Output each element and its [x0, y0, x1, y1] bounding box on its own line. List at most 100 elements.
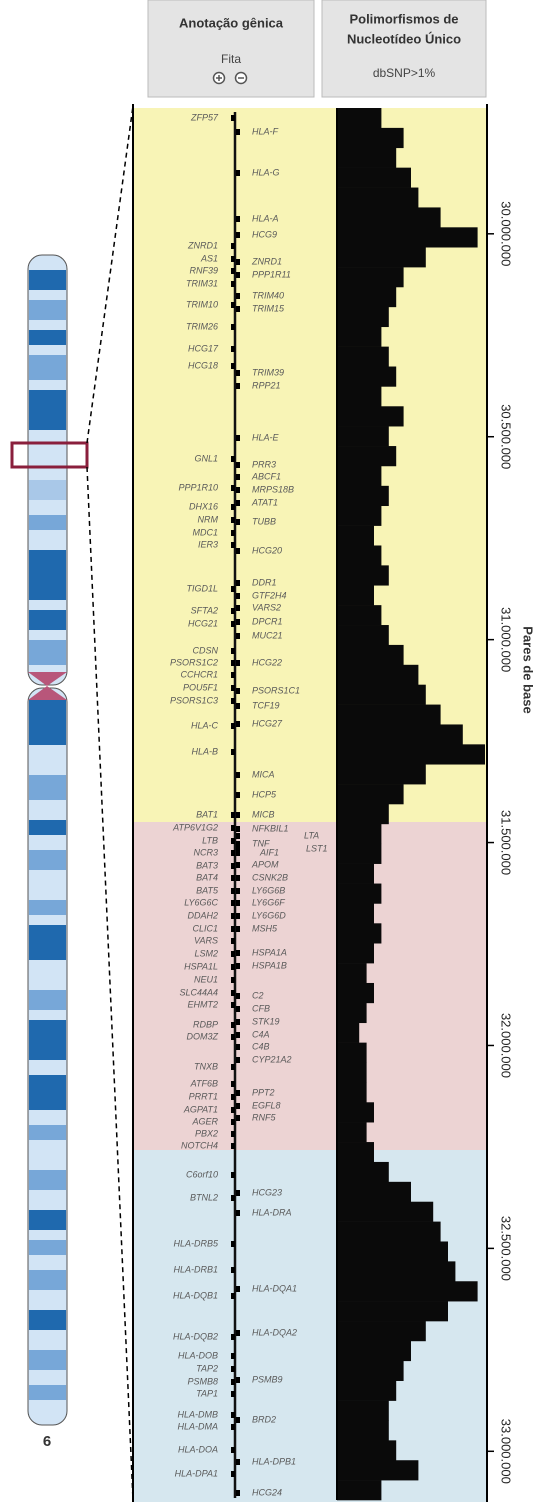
- region-class-iii: [134, 822, 487, 1150]
- snp-bar: [337, 1023, 359, 1043]
- gene-mark: [236, 129, 240, 135]
- gene-label: NCR3: [193, 847, 218, 857]
- gene-mark: [236, 721, 240, 727]
- chromosome-band: [29, 850, 66, 870]
- gene-label: SFTA2: [191, 605, 218, 615]
- gene-label: PPP1R11: [252, 269, 291, 279]
- snp-bar: [337, 1460, 418, 1480]
- gene-mark: [236, 370, 240, 376]
- gene-mark: [231, 1064, 235, 1070]
- chromosome-band: [29, 1385, 66, 1400]
- gene-label: EGFL8: [252, 1100, 281, 1110]
- gene-label: PBX2: [195, 1128, 218, 1138]
- snp-bar: [337, 705, 441, 725]
- snp-bar: [337, 545, 381, 565]
- gene-mark: [236, 812, 240, 818]
- snp-bar: [337, 804, 389, 824]
- gene-label: LSM2: [194, 948, 218, 958]
- gene-label: CLIC1: [192, 923, 218, 933]
- gene-mark: [231, 1022, 235, 1028]
- gene-label: HLA-DMA: [177, 1421, 218, 1431]
- y-tick-label: 33.000.000: [499, 1419, 514, 1484]
- figure: Anotação gênica Fita Polimorfismos de Nu…: [0, 0, 542, 1502]
- gene-mark: [236, 850, 240, 856]
- snp-bar: [337, 1361, 404, 1381]
- gene-label: LTA: [304, 830, 319, 840]
- gene-mark: [236, 1377, 240, 1383]
- snp-bar: [337, 426, 389, 446]
- gene-mark: [236, 1190, 240, 1196]
- snp-bar: [337, 108, 381, 128]
- gene-mark: [236, 926, 240, 932]
- gene-label: TRIM26: [186, 321, 218, 331]
- gene-label: LST1: [306, 843, 328, 853]
- snp-bar: [337, 645, 404, 665]
- gene-label: NOTCH4: [181, 1140, 218, 1150]
- gene-label: HLA-F: [252, 126, 279, 136]
- axis-title: Pares de base: [521, 626, 536, 713]
- gene-label: HCP5: [252, 789, 277, 799]
- snp-bar: [337, 744, 485, 764]
- gene-mark: [231, 1471, 235, 1477]
- header-subtitle: dbSNP>1%: [373, 66, 436, 80]
- snp-bar: [337, 1082, 367, 1102]
- chromosome-band: [29, 1310, 66, 1330]
- snp-bar: [337, 1222, 441, 1242]
- gene-mark: [236, 826, 240, 832]
- gene-mark: [236, 1490, 240, 1496]
- header-title: Nucleotídeo Único: [347, 31, 461, 46]
- gene-label: DDAH2: [187, 910, 218, 920]
- gene-mark: [236, 272, 240, 278]
- gene-label: PSMB8: [187, 1376, 218, 1386]
- snp-bar: [337, 685, 426, 705]
- gene-label: ZNRD1: [251, 256, 282, 266]
- gene-mark: [231, 1131, 235, 1137]
- gene-mark: [236, 688, 240, 694]
- gene-mark: [236, 862, 240, 868]
- gene-label: HCG22: [252, 657, 282, 667]
- gene-label: HLA-DQB2: [173, 1331, 218, 1341]
- gene-label: HLA-DMB: [177, 1409, 218, 1419]
- snp-bar: [337, 923, 381, 943]
- gene-mark: [236, 580, 240, 586]
- gene-mark: [231, 825, 235, 831]
- chromosome-band: [29, 515, 66, 530]
- gene-mark: [231, 685, 235, 691]
- gene-label: HCG20: [252, 545, 282, 555]
- gene-label: HLA-A: [252, 213, 279, 223]
- gene-mark: [231, 268, 235, 274]
- snp-bar: [337, 1401, 389, 1421]
- snp-bar: [337, 1063, 367, 1083]
- gene-mark: [231, 888, 235, 894]
- snp-bar: [337, 1102, 374, 1122]
- gene-label: HLA-B: [191, 746, 218, 756]
- y-tick-label: 31.000.000: [499, 607, 514, 672]
- gene-mark: [231, 485, 235, 491]
- gene-label: GNL1: [194, 453, 218, 463]
- snp-bar: [337, 526, 374, 546]
- gene-mark: [236, 1459, 240, 1465]
- snp-bar: [337, 267, 404, 287]
- gene-label: RNF39: [189, 265, 218, 275]
- gene-label: TAP2: [196, 1363, 218, 1373]
- gene-mark: [231, 913, 235, 919]
- gene-label: CSNK2B: [252, 872, 288, 882]
- gene-mark: [231, 504, 235, 510]
- gene-label: MICA: [252, 769, 275, 779]
- gene-mark: [236, 1210, 240, 1216]
- gene-mark: [236, 232, 240, 238]
- gene-label: AS1: [200, 253, 218, 263]
- gene-label: AGER: [191, 1116, 218, 1126]
- chromosome-band: [29, 1020, 66, 1060]
- gene-label: BAT3: [196, 860, 218, 870]
- gene-mark: [236, 1417, 240, 1423]
- gene-mark: [236, 1019, 240, 1025]
- snp-bar: [337, 605, 381, 625]
- gene-mark: [231, 1366, 235, 1372]
- gene-mark: [236, 792, 240, 798]
- snp-bar: [337, 983, 374, 1003]
- snp-bar: [337, 864, 374, 884]
- snp-bar: [337, 1202, 433, 1222]
- y-tick-label: 31.500.000: [499, 810, 514, 875]
- snp-bar: [337, 963, 367, 983]
